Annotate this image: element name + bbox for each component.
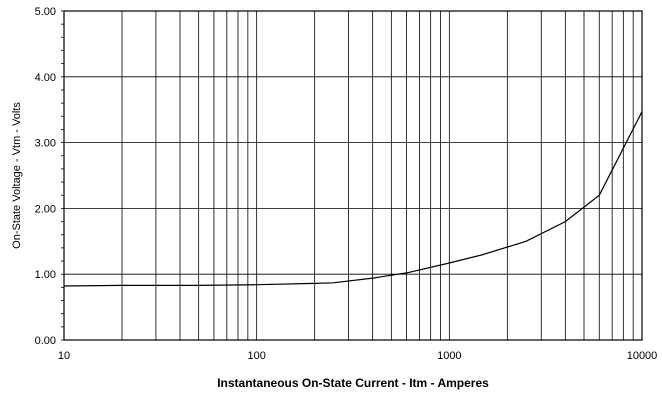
series-group — [63, 111, 643, 287]
x-tick-label: 10 — [58, 350, 70, 362]
y-tick-label: 1.00 — [35, 269, 56, 281]
y-axis-label: On-State Voltage - Vtm - Volts — [11, 102, 23, 249]
y-tick-label: 0.00 — [35, 335, 56, 347]
y-tick-label: 5.00 — [35, 6, 56, 18]
axis-ticks — [61, 10, 64, 341]
x-tick-label: 100 — [247, 350, 265, 362]
y-tick-labels: 0.00 1.00 2.00 3.00 4.00 5.00 — [35, 6, 56, 347]
x-tick-label: 1000 — [437, 350, 461, 362]
x-axis-label: Instantaneous On-State Current - Itm - A… — [217, 376, 489, 390]
series-line — [63, 111, 643, 287]
grid-lines — [64, 11, 642, 340]
x-tick-labels: 10 100 1000 10000 — [58, 350, 657, 362]
y-tick-label: 2.00 — [35, 203, 56, 215]
plot-frame — [63, 10, 643, 341]
y-tick-label: 4.00 — [35, 72, 56, 84]
x-tick-label: 10000 — [627, 350, 658, 362]
y-tick-label: 3.00 — [35, 138, 56, 150]
